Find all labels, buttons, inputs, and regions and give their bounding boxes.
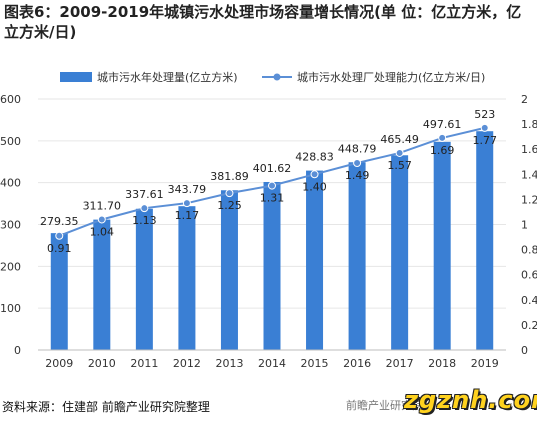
x-tick-label: 2018 [428, 357, 456, 370]
y-right-tick-label: 0.2 [521, 319, 537, 332]
y-right-tick-label: 0.6 [521, 269, 537, 282]
line-value-label: 1.04 [90, 225, 115, 238]
y-right-tick-label: 1.2 [521, 193, 537, 206]
y-left-tick-label: 400 [0, 177, 21, 190]
line-value-label: 1.77 [472, 134, 497, 147]
legend-line-marker [273, 73, 281, 81]
y-right-tick-label: 2 [521, 93, 528, 106]
watermark-brand: 前瞻产业研究院 [346, 399, 423, 412]
bar-value-label: 337.61 [125, 188, 164, 201]
y-right-tick-label: 1.8 [521, 118, 537, 131]
line-point [268, 181, 276, 190]
line-point [395, 148, 404, 157]
y-left-tick-label: 600 [0, 93, 21, 106]
source-note: 资料来源：住建部 前瞻产业研究院整理 [2, 400, 210, 414]
y-right-tick-label: 1.4 [521, 168, 537, 181]
site-logo: zgznh.com [404, 386, 537, 414]
legend: 城市污水年处理量(亿立方米) 城市污水处理厂处理能力(亿立方米/日) [60, 70, 485, 84]
line-point [480, 123, 489, 132]
line-point [353, 159, 362, 168]
bar-value-label: 448.79 [338, 142, 377, 155]
axes: 0 100 200 300 400 500 600 0 0.2 0.4 0.6 0.8 1 1.2 1.4 1… [0, 93, 537, 370]
line-point [140, 204, 149, 213]
bar-value-label: 401.62 [253, 162, 292, 175]
bar [135, 208, 153, 350]
y-right-tick-label: 1.6 [521, 143, 537, 156]
x-tick-label: 2012 [173, 357, 201, 370]
x-tick-label: 2019 [471, 357, 499, 370]
y-right-tick-label: 0.4 [521, 294, 537, 307]
line-value-label: 1.25 [217, 199, 242, 212]
bar [391, 155, 409, 350]
bar [306, 170, 324, 350]
y-left-tick-label: 200 [0, 260, 21, 273]
line-point [225, 189, 234, 198]
line-value-label: 1.31 [260, 192, 285, 205]
y-right-tick-label: 1 [521, 219, 528, 232]
line-value-label: 1.49 [345, 169, 370, 182]
x-tick-label: 2017 [386, 357, 414, 370]
y-right-tick-label: 0.8 [521, 244, 537, 257]
line-point [182, 199, 191, 208]
line-value-label: 1.13 [132, 214, 157, 227]
bar-value-label: 381.89 [210, 170, 249, 183]
bar [348, 162, 366, 350]
bar-value-label: 465.49 [380, 133, 419, 146]
x-tick-label: 2015 [301, 357, 329, 370]
bar-value-label: 311.70 [83, 199, 122, 212]
bar-value-label: 523 [474, 108, 495, 121]
x-tick-label: 2009 [45, 357, 73, 370]
y-left-tick-label: 0 [14, 344, 21, 357]
y-left-tick-label: 300 [0, 219, 21, 232]
bar-value-label: 279.35 [40, 215, 79, 228]
line-value-label: 0.91 [47, 242, 72, 255]
line-value-label: 1.69 [430, 144, 455, 157]
x-tick-label: 2011 [130, 357, 158, 370]
bar [433, 141, 451, 350]
legend-line-label: 城市污水处理厂处理能力(亿立方米/日) [297, 70, 485, 84]
bar [476, 131, 494, 350]
x-tick-label: 2014 [258, 357, 286, 370]
bar [50, 233, 68, 350]
y-left-tick-label: 100 [0, 302, 21, 315]
bar [178, 206, 196, 350]
x-tick-label: 2016 [343, 357, 371, 370]
x-tick-label: 2013 [215, 357, 243, 370]
line-point [310, 170, 319, 179]
line-value-label: 1.17 [175, 209, 200, 222]
line-point [438, 133, 447, 142]
line-point [55, 231, 64, 240]
bar [263, 181, 281, 350]
line-value-label: 1.40 [302, 180, 327, 193]
bar-value-label: 343.79 [168, 183, 207, 196]
bars [50, 131, 494, 350]
bar [220, 190, 238, 350]
bar [93, 219, 111, 350]
line-value-label: 1.57 [387, 159, 412, 172]
line-point [97, 215, 106, 224]
bar-value-label: 497.61 [423, 118, 462, 131]
y-left-tick-label: 500 [0, 135, 21, 148]
legend-bar-swatch [60, 72, 92, 82]
line-series [55, 123, 489, 240]
chart-title: 图表6：2009-2019年城镇污水处理市场容量增长情况(单 位：亿立方米，亿立… [4, 3, 522, 41]
legend-bar-label: 城市污水年处理量(亿立方米) [97, 70, 238, 84]
y-right-tick-label: 0 [521, 344, 528, 357]
x-tick-label: 2010 [88, 357, 116, 370]
bar-value-label: 428.83 [295, 151, 334, 164]
